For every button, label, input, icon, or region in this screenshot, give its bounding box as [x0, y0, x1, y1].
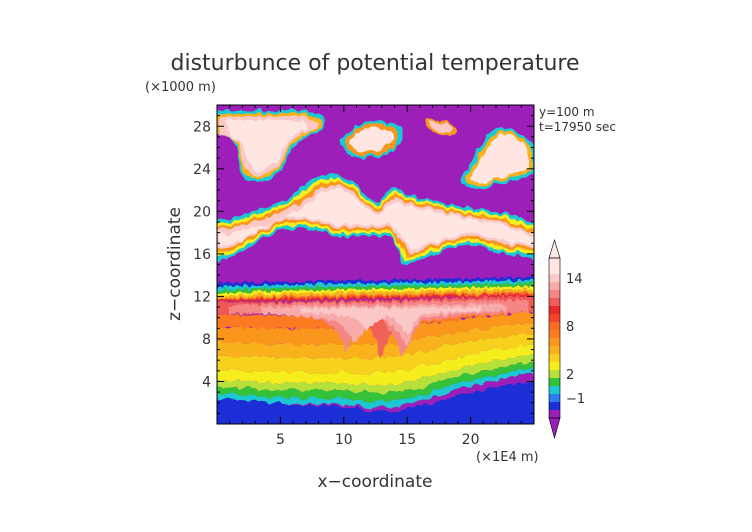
y-tick-label: 12 — [193, 289, 211, 305]
colorbar-label: −1 — [566, 392, 585, 407]
colorbar-swatch — [549, 258, 560, 274]
y-unit-label: (×1000 m) — [145, 80, 216, 95]
colorbar-swatch — [549, 290, 560, 298]
colorbar-min-arrow — [548, 417, 561, 440]
colorbar-swatch — [549, 282, 560, 290]
colorbar-swatch — [549, 298, 560, 306]
colorbar-max-arrow — [548, 238, 561, 259]
y-axis-label: z−coordinate — [165, 207, 185, 321]
y-tick-label: 16 — [193, 247, 211, 263]
colorbar-swatch — [549, 386, 560, 394]
colorbar-swatch — [549, 354, 560, 362]
colorbar-label: 8 — [566, 320, 574, 335]
colorbar-swatch — [549, 378, 560, 386]
y-tick-label: 4 — [202, 374, 211, 390]
chart-title: disturbunce of potential temperature — [171, 51, 580, 76]
colorbar-swatch — [549, 338, 560, 346]
y-tick-label: 24 — [193, 162, 211, 178]
x-tick-label: 10 — [335, 432, 353, 448]
colorbar-swatch — [549, 394, 560, 402]
colorbar-label: 14 — [566, 272, 583, 287]
y-tick-label: 8 — [202, 332, 211, 348]
colorbar-label: 2 — [566, 368, 574, 383]
colorbar-frame — [548, 257, 561, 419]
x-tick-label: 20 — [462, 432, 480, 448]
x-tick-label: 15 — [398, 432, 416, 448]
colorbar-swatch — [549, 330, 560, 338]
axes: 5 10 15 20 4 8 12 16 20 24 28 — [193, 105, 534, 448]
colorbar-swatch — [549, 314, 560, 322]
info-t: t=17950 sec — [539, 120, 616, 134]
x-unit-label: (×1E4 m) — [476, 450, 539, 465]
colorbar-swatch — [549, 402, 560, 410]
colorbar-swatch — [549, 410, 560, 418]
y-tick-label: 28 — [193, 119, 211, 135]
colorbar-swatch — [549, 346, 560, 354]
colorbar-swatch — [549, 362, 560, 370]
y-tick-label: 20 — [193, 204, 211, 220]
x-tick-label: 5 — [276, 432, 285, 448]
colorbar-swatch — [549, 306, 560, 314]
colorbar-swatch — [549, 322, 560, 330]
x-axis-label: x−coordinate — [318, 472, 433, 492]
colorbar: −1 2 8 14 — [548, 238, 585, 440]
plot-area — [217, 105, 534, 424]
colorbar-swatch — [549, 370, 560, 378]
colorbar-swatch — [549, 274, 560, 282]
info-y: y=100 m — [539, 105, 595, 119]
